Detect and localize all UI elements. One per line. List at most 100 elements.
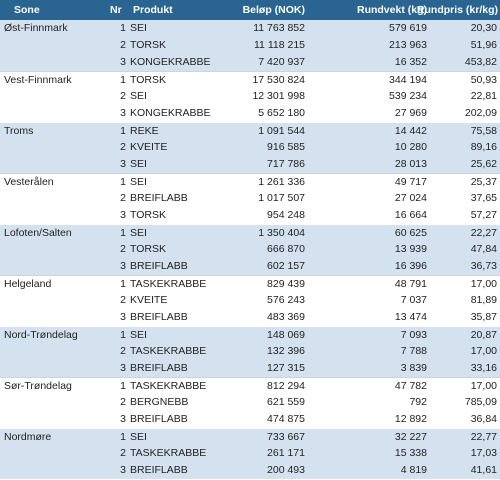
table-cell: 539 234: [389, 90, 427, 102]
table-cell: 3: [120, 413, 126, 425]
zone-cell: Lofoten/Salten: [4, 227, 72, 239]
table-cell: KONGEKRABBE: [130, 107, 211, 119]
table-row: Sør-Trøndelag 1 TASKEKRABBE 812 294 47 782 17…: [0, 377, 500, 394]
table-cell: 954 248: [267, 209, 305, 221]
table-cell: 3: [120, 362, 126, 374]
table-cell: 213 963: [389, 39, 427, 51]
table-cell: TASKEKRABBE: [130, 345, 207, 357]
table-cell: 1 017 507: [258, 192, 305, 204]
table-row: 3 BREIFLABB 483 369 13 474 35,87: [0, 309, 500, 326]
table-cell: SEI: [130, 176, 147, 188]
table-cell: 11 763 852: [253, 22, 305, 34]
table-cell: 13 939: [394, 243, 427, 255]
table-cell: 1: [120, 125, 126, 137]
table-cell: 1 350 404: [258, 227, 305, 239]
table-cell: 20,87: [470, 329, 497, 341]
table-cell: 1: [120, 380, 126, 392]
header-cell: Rundpris (kr/kg): [416, 4, 498, 16]
table-cell: 28 013: [394, 158, 427, 170]
table-row: 2 TORSK 666 870 13 939 47,84: [0, 241, 500, 258]
table-cell: TORSK: [130, 39, 166, 51]
table-cell: 579 619: [389, 22, 427, 34]
table-row: 2 BERGNEBB 621 559 792 785,09: [0, 394, 500, 411]
table-cell: 666 870: [267, 243, 305, 255]
table-row: 2 BREIFLABB 1 017 507 27 024 37,65: [0, 190, 500, 207]
zone-cell: Vesterålen: [4, 176, 54, 188]
table-cell: 916 585: [267, 141, 305, 153]
table-cell: SEI: [130, 22, 147, 34]
table-cell: 7 093: [400, 329, 427, 341]
table-cell: 148 069: [267, 329, 305, 341]
table-cell: 812 294: [267, 380, 305, 392]
zone-cell: Nord-Trøndelag: [4, 329, 78, 341]
table-cell: 27 024: [394, 192, 427, 204]
table-cell: 7 037: [400, 294, 427, 306]
table-row: Nord-Trøndelag 1 SEI 148 069 7 093 20,87: [0, 326, 500, 343]
table-cell: 829 439: [267, 278, 305, 290]
zone-cell: Vest-Finnmark: [4, 74, 72, 86]
table-cell: 1: [120, 431, 126, 443]
table-cell: BREIFLABB: [130, 464, 188, 476]
table-cell: 453,82: [464, 56, 497, 68]
table-cell: 792: [409, 396, 427, 408]
table-cell: 14 442: [394, 125, 427, 137]
table-cell: 22,27: [470, 227, 497, 239]
table-cell: 11 118 215: [254, 39, 305, 51]
table-cell: 1: [120, 278, 126, 290]
table-cell: 3: [120, 56, 126, 68]
table-row: 2 TORSK 11 118 215 213 963 51,96: [0, 37, 500, 54]
table-cell: 17,00: [470, 345, 497, 357]
table-cell: 2: [120, 396, 126, 408]
table-cell: 75,58: [470, 125, 497, 137]
table-cell: 3: [120, 209, 126, 221]
table-cell: 132 396: [267, 345, 305, 357]
table-cell: KVEITE: [130, 141, 168, 153]
table-cell: 717 786: [267, 158, 305, 170]
table-cell: 2: [120, 243, 126, 255]
table-cell: 344 194: [389, 74, 427, 86]
zone-cell: Nordmøre: [4, 431, 52, 443]
table-cell: 22,77: [470, 431, 497, 443]
zone-cell: Helgeland: [4, 278, 52, 290]
table-cell: 16 664: [394, 209, 427, 221]
table-row: 3 KONGEKRABBE 7 420 937 16 352 453,82: [0, 54, 500, 71]
table-cell: 35,87: [470, 311, 497, 323]
table-cell: 2: [120, 294, 126, 306]
table-cell: 16 396: [394, 260, 427, 272]
table-cell: 32 227: [394, 431, 427, 443]
table-row: 3 SEI 717 786 28 013 25,62: [0, 156, 500, 173]
table-cell: KONGEKRABBE: [130, 56, 211, 68]
table-cell: 1: [120, 176, 126, 188]
table-cell: 1: [120, 74, 126, 86]
table-cell: SEI: [130, 90, 147, 102]
table-cell: 36,73: [470, 260, 497, 272]
table-cell: 202,09: [464, 107, 497, 119]
table-cell: 17,00: [470, 380, 497, 392]
table-cell: 33,16: [470, 362, 497, 374]
table-row: 3 BREIFLABB 474 875 12 892 36,84: [0, 411, 500, 428]
table-cell: BREIFLABB: [130, 311, 188, 323]
table-cell: 20,30: [470, 22, 497, 34]
table-row: 3 TORSK 954 248 16 664 57,27: [0, 207, 500, 224]
table-cell: 2: [120, 141, 126, 153]
table-cell: 785,09: [464, 396, 497, 408]
table-row: 3 KONGEKRABBE 5 652 180 27 969 202,09: [0, 105, 500, 122]
table-row: Helgeland 1 TASKEKRABBE 829 439 48 791 17,00: [0, 275, 500, 292]
table-cell: REKE: [130, 125, 159, 137]
table-cell: SEI: [130, 227, 147, 239]
table-row: Nordmøre 1 SEI 733 667 32 227 22,77: [0, 428, 500, 445]
table-cell: 15 338: [394, 447, 427, 459]
table-cell: 17,00: [470, 278, 497, 290]
table-cell: 1 091 544: [258, 125, 305, 137]
table-cell: 89,16: [470, 141, 497, 153]
table-cell: BREIFLABB: [130, 260, 188, 272]
table-row: Lofoten/Salten 1 SEI 1 350 404 60 625 22,27: [0, 224, 500, 241]
header-cell: Beløp (NOK): [242, 4, 305, 16]
header-cell: Nr: [110, 4, 122, 16]
table-cell: 1: [120, 329, 126, 341]
table-cell: TASKEKRABBE: [130, 380, 207, 392]
table-cell: 48 791: [394, 278, 427, 290]
table-cell: 2: [120, 39, 126, 51]
table-row: 2 SEI 12 301 998 539 234 22,81: [0, 88, 500, 105]
table-cell: 2: [120, 192, 126, 204]
